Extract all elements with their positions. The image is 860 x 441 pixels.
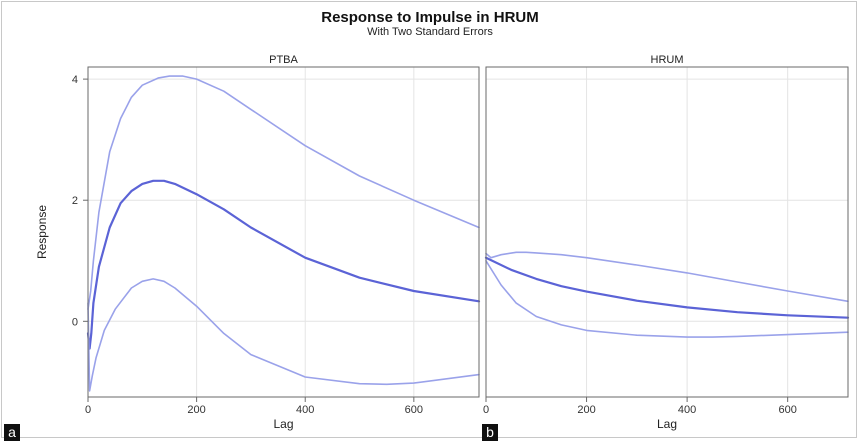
series-line-lower	[485, 259, 849, 338]
x-tick-label: 0	[85, 404, 91, 416]
panel-label-a: a	[4, 424, 20, 441]
series-line-estimate	[86, 179, 481, 350]
x-tick-label: 600	[778, 404, 796, 416]
y-tick-label: 4	[72, 74, 78, 86]
x-tick-label: 0	[483, 404, 489, 416]
series-line-estimate	[484, 256, 850, 319]
x-tick-label: 400	[678, 404, 696, 416]
panel-title: PTBA	[269, 54, 298, 66]
chart-subtitle: With Two Standard Errors	[367, 26, 493, 38]
series-line-lower	[87, 278, 480, 392]
y-tick-label: 0	[72, 316, 78, 328]
plot-area-frame	[87, 66, 480, 398]
x-tick-label: 200	[577, 404, 595, 416]
plot-area-frame	[485, 66, 849, 398]
panel-label-b: b	[482, 424, 498, 441]
y-axis-label: Response	[35, 205, 49, 259]
y-tick-label: 2	[72, 195, 78, 207]
panel-title: HRUM	[651, 54, 684, 66]
chart-title: Response to Impulse in HRUM	[321, 9, 539, 26]
series-line-upper	[485, 251, 849, 303]
x-axis-label: Lag	[657, 417, 677, 431]
x-tick-label: 200	[187, 404, 205, 416]
series-line-upper	[87, 75, 480, 311]
x-tick-label: 400	[296, 404, 314, 416]
x-axis-label: Lag	[273, 417, 293, 431]
x-tick-label: 600	[405, 404, 423, 416]
